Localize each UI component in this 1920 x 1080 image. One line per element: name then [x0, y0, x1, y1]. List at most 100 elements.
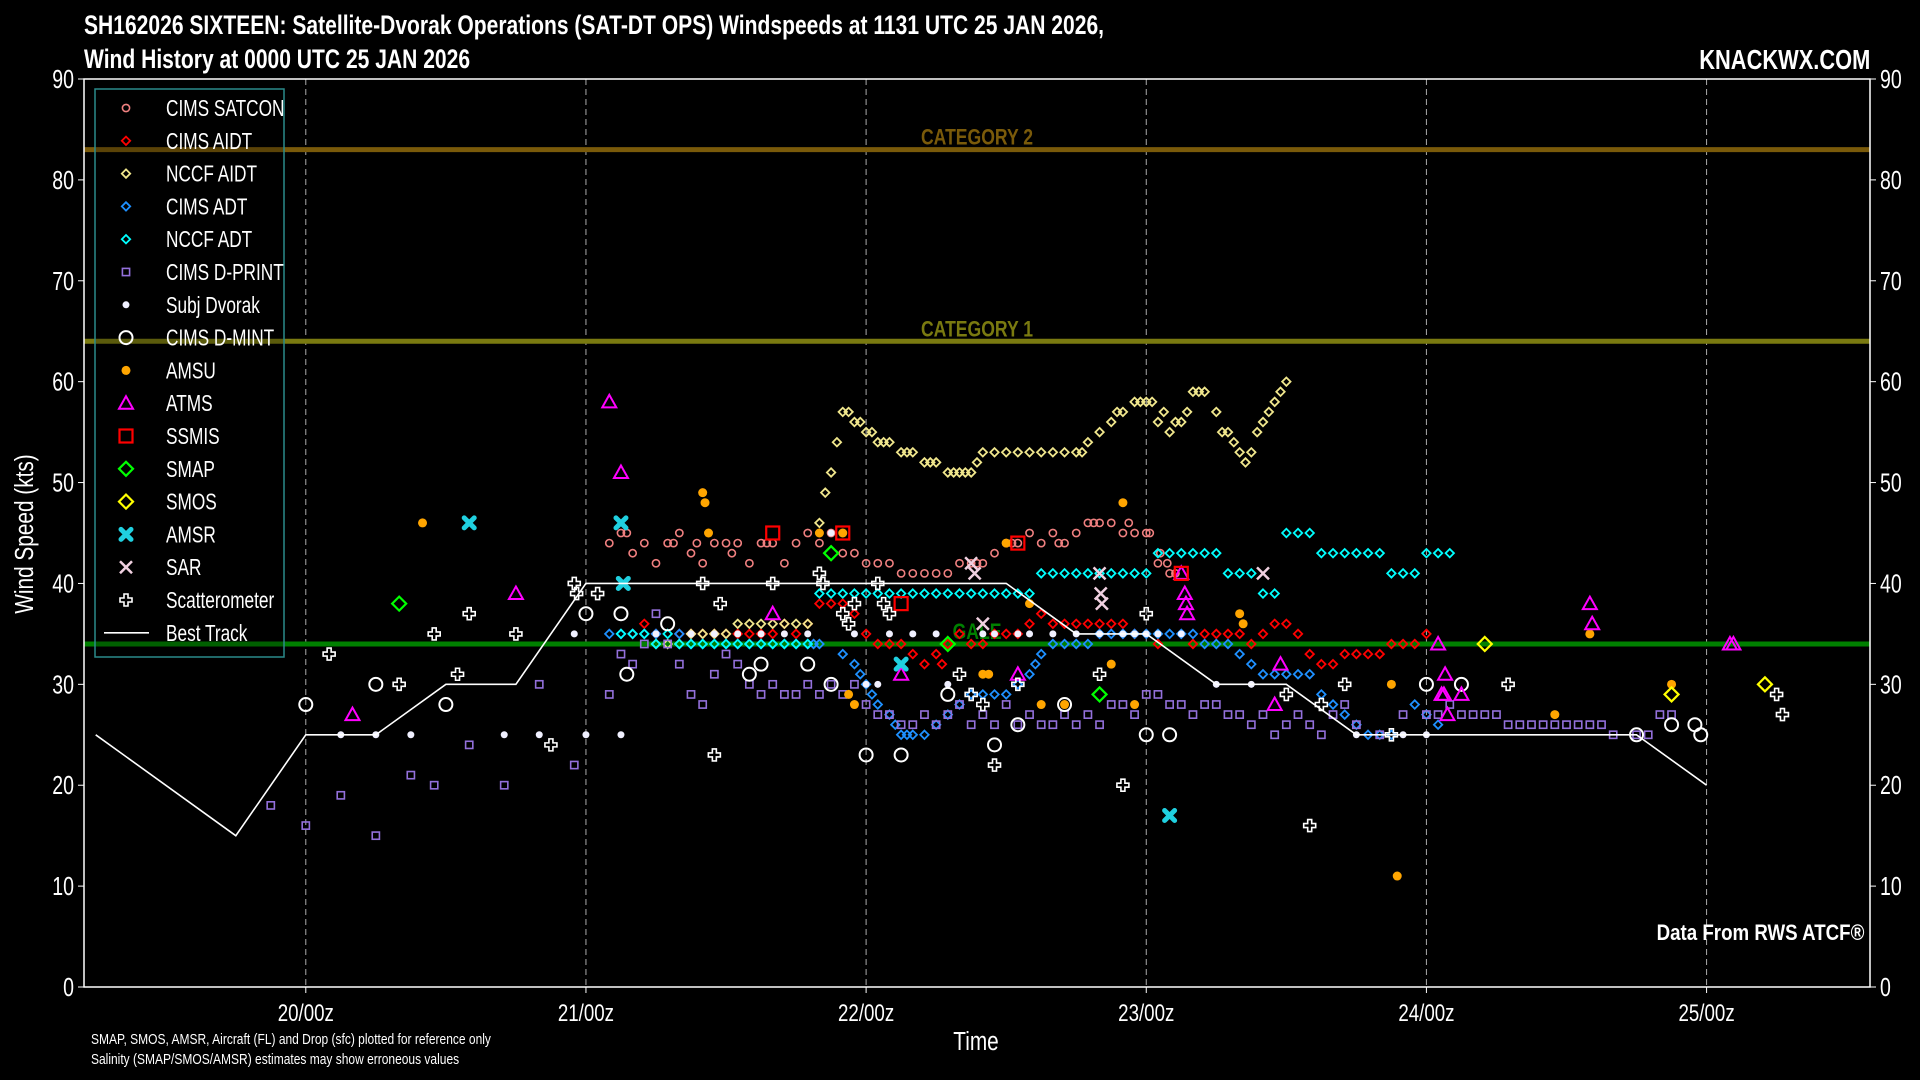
data-point — [1339, 648, 1351, 660]
data-point — [1315, 688, 1327, 700]
data-point — [800, 656, 816, 672]
data-point — [1422, 710, 1431, 719]
data-point — [1000, 446, 1012, 458]
data-point — [1257, 588, 1269, 600]
data-point — [1035, 608, 1047, 620]
data-point — [813, 517, 825, 529]
title-line-2: Wind History at 0000 UTC 25 JAN 2026 — [84, 44, 471, 74]
data-point — [686, 690, 696, 699]
legend-item: Subj Dvorak — [122, 294, 261, 319]
data-point — [1118, 528, 1128, 538]
data-point — [1169, 416, 1181, 428]
data-point — [1118, 700, 1128, 709]
data-point — [1165, 568, 1175, 578]
data-point — [590, 586, 605, 601]
data-point — [767, 638, 779, 650]
data-point — [1070, 567, 1082, 579]
legend-marker-icon — [118, 428, 134, 444]
legend-label: SMAP — [166, 458, 215, 483]
data-point — [368, 676, 384, 692]
data-point — [896, 568, 906, 578]
data-point — [918, 588, 930, 600]
data-point — [687, 630, 695, 638]
data-point — [802, 618, 814, 630]
y-axis-label: Wind Speed (kts) — [10, 454, 39, 613]
data-point — [1199, 386, 1211, 398]
data-point — [1193, 386, 1205, 398]
data-point — [1269, 396, 1281, 408]
data-point — [1188, 710, 1198, 719]
data-point — [1029, 658, 1041, 670]
data-point — [1385, 567, 1397, 579]
data-point — [1210, 628, 1222, 640]
data-point — [930, 456, 942, 468]
data-point — [627, 628, 639, 640]
data-point — [1337, 677, 1352, 692]
data-point — [943, 568, 953, 578]
data-point — [1200, 700, 1210, 709]
data-point — [638, 618, 650, 630]
y-tick-label-right: 70 — [1880, 266, 1902, 295]
series-scatterometer — [322, 566, 1790, 833]
data-point — [1304, 648, 1316, 660]
data-point — [1134, 396, 1146, 408]
legend-marker-icon — [120, 233, 132, 245]
data-point — [1059, 638, 1071, 650]
data-point — [1001, 538, 1011, 548]
y-tick-label-left: 60 — [52, 367, 74, 396]
data-point — [616, 649, 626, 659]
data-point — [1175, 416, 1187, 428]
data-point — [734, 630, 742, 638]
data-point — [1269, 668, 1281, 680]
data-point — [1013, 720, 1023, 730]
legend-marker-icon — [121, 365, 131, 375]
data-point — [1234, 446, 1246, 458]
data-point — [569, 586, 584, 601]
legend-label: Subj Dvorak — [166, 294, 261, 319]
grid-layer — [305, 79, 1708, 987]
data-point — [1048, 528, 1058, 538]
x-tick-label: 20/00z — [278, 1000, 334, 1027]
data-point — [790, 628, 802, 640]
data-point — [918, 729, 930, 741]
data-point — [1036, 538, 1046, 548]
data-point — [1527, 720, 1536, 730]
data-point — [534, 679, 544, 689]
data-point — [1327, 658, 1339, 670]
data-point — [1164, 628, 1176, 640]
data-point — [1292, 628, 1304, 640]
data-point — [822, 544, 840, 562]
data-point — [850, 679, 859, 689]
legend-marker-icon — [117, 493, 135, 511]
data-point — [1409, 699, 1421, 710]
y-tick-label-right: 60 — [1880, 367, 1902, 396]
data-point — [1105, 567, 1117, 579]
data-point — [707, 748, 722, 762]
data-point — [791, 690, 801, 699]
data-point — [1164, 547, 1176, 559]
data-point — [848, 608, 860, 620]
data-point — [709, 669, 719, 679]
data-point — [860, 628, 872, 640]
data-point — [1154, 630, 1162, 638]
data-point — [1129, 567, 1141, 579]
data-point — [873, 710, 883, 719]
data-point — [1327, 547, 1339, 559]
threshold-label: CATEGORY 2 — [921, 126, 1033, 150]
data-point — [1210, 406, 1222, 418]
data-point — [1234, 628, 1246, 640]
data-point — [954, 466, 965, 478]
y-tick-label-left: 30 — [52, 670, 74, 699]
data-point — [965, 466, 977, 478]
data-point — [991, 630, 999, 638]
data-point — [322, 647, 336, 661]
data-point — [1538, 720, 1548, 730]
data-point — [1316, 730, 1326, 740]
data-point — [499, 780, 509, 790]
data-point — [876, 596, 891, 611]
data-point — [909, 630, 917, 638]
data-point — [1257, 416, 1269, 428]
data-point — [1263, 406, 1275, 418]
data-point — [1775, 707, 1790, 722]
data-point — [878, 436, 890, 448]
